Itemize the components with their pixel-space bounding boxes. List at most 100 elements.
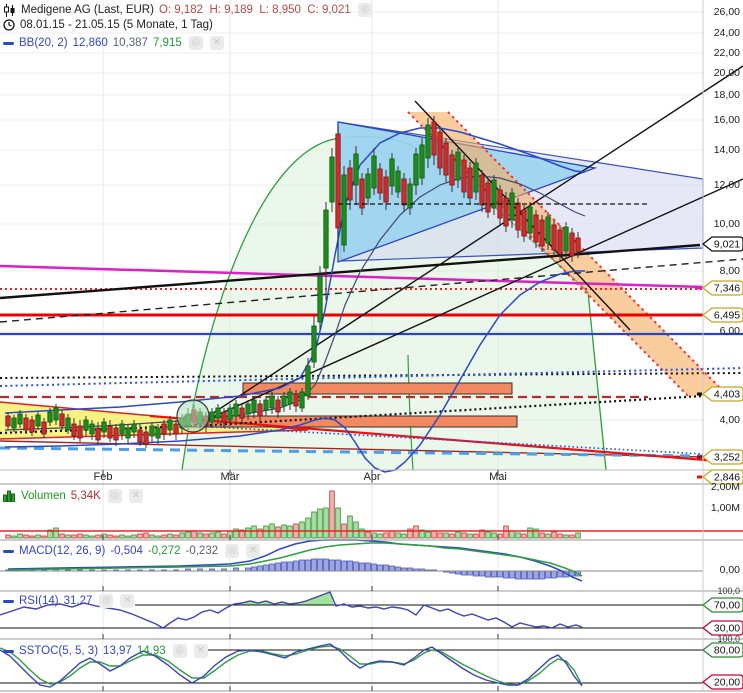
- price-axis-label: 8,00: [719, 265, 740, 277]
- volume-bar: [173, 534, 179, 539]
- candlestick: [89, 423, 95, 435]
- candlestick: [5, 415, 11, 427]
- macd-histogram-bar: [365, 562, 371, 572]
- volume-bar: [95, 534, 101, 539]
- badge-line-tip: [697, 475, 702, 479]
- volume-bar: [155, 535, 161, 539]
- bb-close-button[interactable]: ✕: [209, 36, 224, 50]
- macd-histogram-bar: [305, 559, 311, 572]
- volume-bar: [389, 530, 395, 539]
- volume-bar: [515, 532, 521, 539]
- black-dotted-line: [0, 372, 743, 379]
- candlestick: [143, 431, 149, 445]
- candlestick: [473, 162, 479, 193]
- macd-histogram-bar: [323, 558, 329, 572]
- price-axis-label: 2,00M: [710, 481, 740, 493]
- volume-bar: [17, 533, 23, 539]
- sstoc-value-2: 14,93: [136, 645, 166, 657]
- macd-histogram-bar: [371, 563, 377, 572]
- macd-value-3: -0,232: [185, 545, 219, 557]
- rsi-close-button[interactable]: ✕: [120, 594, 135, 608]
- candlestick: [359, 178, 365, 209]
- time-axis-label: Apr: [363, 471, 381, 483]
- volume-bar: [473, 533, 479, 539]
- volume-bar: [395, 532, 401, 539]
- price-badge: [701, 280, 743, 296]
- bb-settings-button[interactable]: ◎: [188, 36, 203, 50]
- volume-bar: [491, 532, 497, 539]
- macd-histogram-bar: [347, 560, 353, 572]
- price-badge-text: 9,021: [714, 239, 740, 251]
- candlestick: [341, 174, 347, 246]
- volume-bar: [149, 534, 155, 539]
- price-axis-label: 100,0: [717, 586, 740, 596]
- volume-bar: [131, 534, 137, 539]
- candlestick: [395, 170, 401, 193]
- volume-bar: [551, 531, 557, 539]
- macd-histogram-bar: [503, 570, 509, 579]
- macd-histogram-bar: [353, 561, 359, 572]
- candlestick: [47, 411, 53, 423]
- candlestick: [425, 124, 431, 159]
- price-axis-label: 22,00: [713, 47, 740, 59]
- price-badge: [701, 620, 743, 636]
- macd-value-1: -0,504: [110, 545, 143, 557]
- candlestick: [563, 226, 569, 252]
- candlestick: [23, 417, 29, 431]
- macd-histogram-bar: [395, 566, 401, 572]
- volume-close-button[interactable]: ✕: [128, 489, 143, 503]
- sstoc-close-button[interactable]: ✕: [193, 644, 208, 658]
- macd-histogram-bar: [461, 570, 467, 576]
- price-axis-label: 4,00: [719, 414, 740, 426]
- circle-annotation: [176, 399, 210, 433]
- sstoc-settings-button[interactable]: ◎: [172, 644, 187, 658]
- candlestick: [431, 121, 437, 156]
- candlestick: [137, 429, 143, 443]
- candlestick: [113, 427, 119, 441]
- volume-bar: [431, 530, 437, 539]
- macd-histogram-bar: [545, 570, 551, 579]
- macd-close-button[interactable]: ✕: [246, 544, 261, 558]
- macd-histogram-bar: [317, 558, 323, 572]
- bb-label: BB(20, 2): [19, 37, 68, 49]
- price-badge-text: 70,00: [714, 600, 740, 612]
- price-badge: [701, 307, 743, 323]
- sstoc-label: SSTOC(5, 5, 3): [19, 645, 99, 657]
- price-badge-text: 7,346: [714, 283, 740, 295]
- candlestick: [119, 423, 125, 435]
- volume-bar: [167, 533, 173, 539]
- volume-bar: [65, 534, 71, 539]
- instrument-name: Medigene AG (Last, EUR): [21, 4, 154, 16]
- candlestick: [323, 209, 329, 269]
- settings-button[interactable]: ◎: [357, 3, 372, 17]
- price-badge-text: 4,403: [714, 389, 740, 401]
- candlestick: [467, 167, 473, 199]
- price-axis-label: 6,00: [719, 325, 740, 337]
- candlestick: [149, 425, 155, 437]
- price-axis-label: 24,00: [713, 27, 740, 39]
- macd-histogram-bar: [275, 562, 281, 572]
- volume-bar: [125, 535, 131, 539]
- period-text: 08.01.15 - 21.05.15 (5 Monate, 1 Tag): [20, 19, 213, 31]
- volume-settings-button[interactable]: ◎: [107, 489, 122, 503]
- candlestick: [239, 407, 245, 419]
- candlestick: [257, 403, 263, 417]
- macd-settings-button[interactable]: ◎: [225, 544, 240, 558]
- candlestick: [485, 182, 491, 213]
- price-axis-label: 20,00: [713, 67, 740, 79]
- period-legend-row: 08.01.15 - 21.05.15 (5 Monate, 1 Tag): [3, 19, 213, 31]
- candlestick: [101, 421, 107, 433]
- volume-bar: [137, 533, 143, 539]
- volume-bar: [209, 532, 215, 539]
- rsi-settings-button[interactable]: ◎: [99, 594, 114, 608]
- candlestick: [59, 413, 65, 427]
- macd-histogram-bar: [389, 565, 395, 572]
- volume-bar: [413, 525, 419, 539]
- volume-label: Volumen: [21, 490, 66, 502]
- candlestick: [233, 403, 239, 417]
- macd-histogram-bar: [509, 570, 515, 579]
- candlestick: [575, 237, 581, 253]
- volume-bar: [197, 532, 203, 539]
